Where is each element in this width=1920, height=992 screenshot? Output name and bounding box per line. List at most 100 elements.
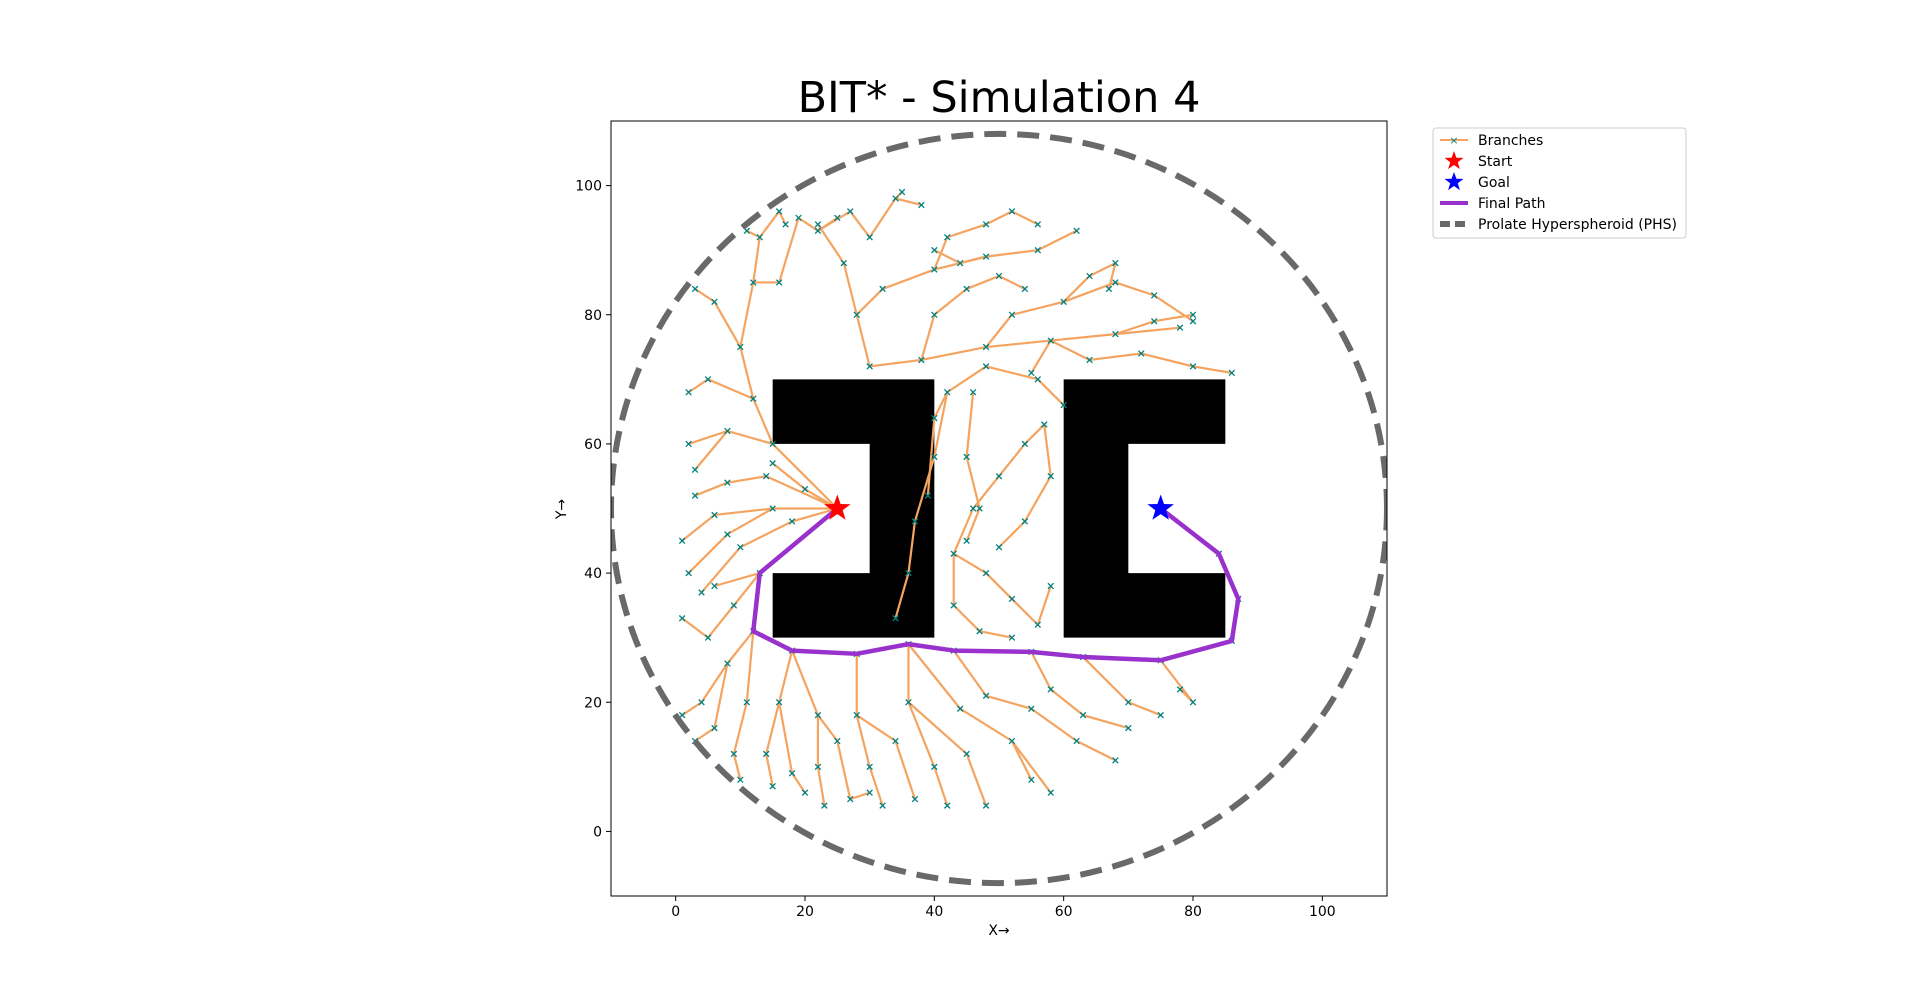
phs-layer — [611, 131, 1387, 886]
branch-segment — [1062, 274, 1091, 303]
tree-node — [1086, 272, 1093, 280]
branch-segment — [1036, 378, 1065, 407]
legend-label-goal: Goal — [1478, 175, 1510, 191]
tree-node — [691, 285, 699, 293]
branch-segment — [1159, 659, 1195, 704]
tree-node — [931, 246, 938, 254]
y-tick-label: 60 — [584, 437, 602, 453]
y-tick-label: 100 — [575, 179, 602, 195]
branch-segment — [965, 507, 981, 542]
tree-node — [963, 750, 970, 758]
branch-segment — [726, 429, 774, 446]
tree-node — [1047, 686, 1054, 693]
branch-segment — [816, 223, 845, 265]
branch-segment — [1114, 281, 1156, 297]
tree-node — [814, 227, 822, 235]
x-tick-label: 60 — [1055, 904, 1073, 920]
tree-node — [724, 531, 731, 538]
tree-node — [918, 201, 925, 209]
tree-node — [801, 789, 809, 796]
tree-node — [982, 692, 990, 700]
branch-segment — [713, 300, 742, 349]
tree-node — [691, 466, 699, 474]
branch-segment — [1030, 339, 1052, 374]
branch-segment — [984, 365, 1039, 381]
tree-node — [788, 518, 796, 525]
tree-node — [1021, 440, 1029, 448]
tree-node — [685, 440, 692, 448]
tree-node — [724, 660, 731, 667]
tree-node — [737, 343, 744, 351]
tree-node — [944, 388, 951, 396]
branch-segment — [1030, 650, 1052, 691]
tree-node — [931, 453, 938, 461]
tree-node — [762, 750, 770, 758]
tree-node — [1112, 330, 1119, 338]
tree-node — [931, 266, 938, 273]
branch-segment — [700, 662, 729, 704]
tree-node — [1189, 311, 1197, 319]
branch-segment — [693, 481, 729, 497]
branch-segment — [965, 274, 1001, 291]
branch-segment — [984, 339, 1052, 349]
tree-node — [956, 259, 964, 267]
branch-segment — [868, 358, 923, 368]
tree-node — [775, 698, 783, 706]
branch-segment — [693, 429, 729, 471]
branch-segment — [1030, 707, 1078, 743]
tree-node — [1189, 698, 1197, 706]
tree-node — [982, 221, 990, 228]
tree-node — [931, 763, 938, 771]
branch-segment — [952, 604, 981, 633]
tree-node — [995, 272, 1003, 280]
tree-node — [866, 789, 873, 796]
branch-segment — [933, 391, 949, 420]
tree-node — [950, 602, 957, 609]
tree-node — [1079, 711, 1087, 719]
branch-segment — [842, 261, 858, 316]
obstacle — [1063, 379, 1226, 638]
branch-segment — [1081, 655, 1130, 704]
final-path-layer — [751, 506, 1241, 663]
tree-node — [814, 763, 822, 771]
tree-node — [1008, 595, 1016, 603]
branch-segment — [745, 229, 761, 239]
branch-segment — [700, 546, 742, 594]
legend-entry-start: Start — [1444, 151, 1513, 170]
tree-node — [892, 195, 899, 202]
branch-segment — [984, 313, 1014, 349]
tree-node — [711, 582, 718, 590]
tree-node — [1021, 518, 1029, 525]
tree-node — [743, 698, 751, 706]
branch-segment — [687, 533, 729, 575]
branch-segment — [693, 287, 716, 303]
branch-segment — [778, 210, 787, 226]
branch-segment — [706, 604, 735, 639]
branch-segment — [726, 630, 755, 665]
y-tick-label: 80 — [584, 308, 602, 324]
tree-node — [1125, 724, 1132, 732]
tree-node — [814, 711, 822, 719]
branch-segment — [1010, 300, 1065, 316]
tree-node — [1112, 279, 1119, 286]
branch-segment — [984, 249, 1039, 258]
tree-node — [1073, 227, 1080, 235]
tree-node — [1028, 776, 1035, 784]
x-tick-label: 20 — [796, 904, 814, 920]
obstacles-layer — [772, 379, 1226, 638]
legend-entry-phs: Prolate Hyperspheroid (PHS) — [1440, 217, 1677, 233]
branch-segment — [713, 507, 774, 517]
branch-segment — [855, 714, 871, 768]
branch-segment — [797, 216, 820, 232]
branch-segment — [965, 455, 981, 510]
branch-segment — [984, 571, 1014, 601]
branch-segment — [1010, 210, 1039, 226]
tree-node — [704, 376, 712, 383]
tree-node — [1060, 298, 1067, 306]
branch-segment — [739, 345, 755, 400]
tree-node — [963, 285, 970, 293]
branch-segment — [1023, 475, 1052, 523]
branch-segment — [894, 571, 910, 620]
branch-segment — [984, 694, 1033, 710]
tree-node — [853, 711, 860, 719]
